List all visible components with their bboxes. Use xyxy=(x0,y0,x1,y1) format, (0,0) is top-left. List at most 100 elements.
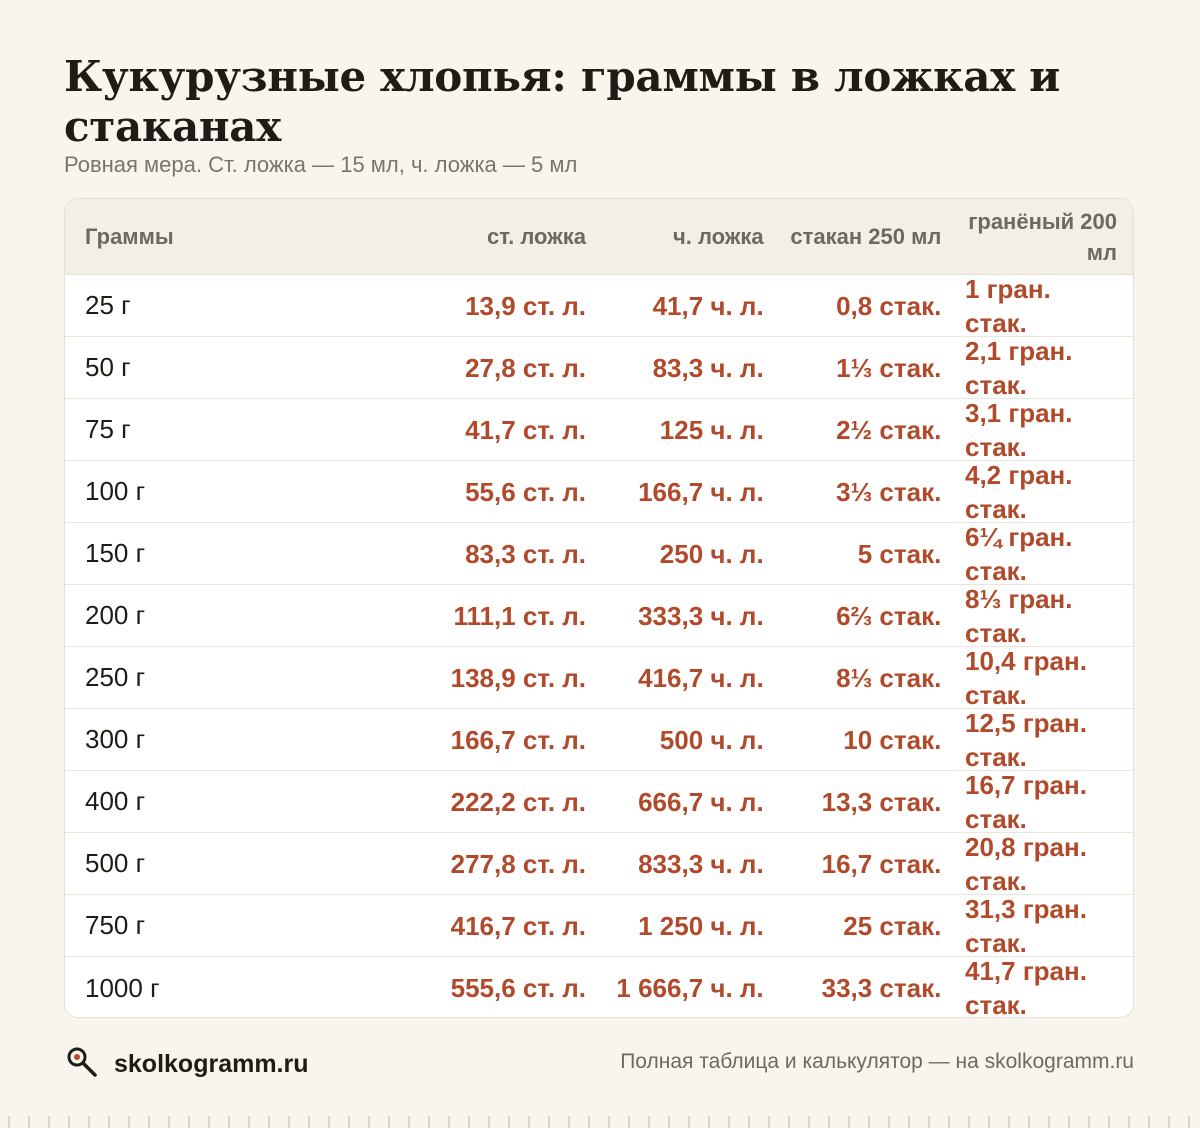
cell-tablespoon: 555,6 ст. л. xyxy=(285,971,594,1005)
table-row: 100 г 55,6 ст. л. 166,7 ч. л. 3⅓ стак. 4,2 г… xyxy=(65,458,1133,526)
cell-faceted-glass-200: 12,5 гран. стак. xyxy=(949,706,1133,774)
cell-value: 55,6 ст. л. xyxy=(465,476,587,507)
cell-value: 16,7 стак. xyxy=(821,848,942,879)
table-row: 250 г 138,9 ст. л. 416,7 ч. л. 8⅓ стак. 10,4… xyxy=(65,644,1133,712)
cell-value-wrap: 2,1 гран. стак. xyxy=(949,334,1117,402)
cell-value-wrap: 10,4 гран. стак. xyxy=(949,644,1117,712)
cell-value-wrap: 16,7 стак. xyxy=(772,847,942,881)
cell-glass-250: 8⅓ стак. xyxy=(772,661,950,695)
cell-value-wrap: 13,9 ст. л. xyxy=(285,289,586,323)
cell-value-wrap: 12,5 гран. стак. xyxy=(949,706,1117,774)
cell-value-wrap: 833,3 ч. л. xyxy=(594,847,764,881)
cell-tablespoon: 111,1 ст. л. xyxy=(285,599,594,633)
cell-faceted-glass-200: 8⅓ гран. стак. xyxy=(949,582,1133,650)
cell-teaspoon: 166,7 ч. л. xyxy=(594,475,772,509)
cell-value-wrap: 41,7 гран. стак. xyxy=(949,954,1117,1017)
cell-value: 1⅓ стак. xyxy=(836,352,942,383)
cell-value-wrap: 41,7 ст. л. xyxy=(285,413,586,447)
header-grams: Граммы xyxy=(85,224,174,249)
cell-glass-250: 1⅓ стак. xyxy=(772,351,950,385)
cell-value-wrap: 83,3 ч. л. xyxy=(594,351,764,385)
cell-value: 166,7 ч. л. xyxy=(638,476,764,507)
table-row: 1000 г 555,6 ст. л. 1 666,7 ч. л. 33,3 стак… xyxy=(65,954,1133,1017)
table-row: 25 г 13,9 ст. л. 41,7 ч. л. 0,8 стак. 1 гран… xyxy=(65,272,1133,340)
cell-faceted-glass-200: 6¼ гран. стак. xyxy=(949,520,1133,588)
cell-teaspoon: 333,3 ч. л. xyxy=(594,599,772,633)
cell-value: 13,9 ст. л. xyxy=(465,290,587,321)
cell-tablespoon: 416,7 ст. л. xyxy=(285,909,594,943)
cell-value-wrap: 10 стак. xyxy=(772,723,942,757)
cell-faceted-glass-200: 2,1 гран. стак. xyxy=(949,334,1133,402)
cell-value-wrap: 6¼ гран. стак. xyxy=(949,520,1117,588)
cell-grams: 1000 г xyxy=(85,972,160,1003)
cell-glass-250: 0,8 стак. xyxy=(772,289,950,323)
cell-value: 25 стак. xyxy=(843,910,942,941)
footer-note: Полная таблица и калькулятор — на skolko… xyxy=(620,1050,1134,1073)
cell-value-wrap: 333,3 ч. л. xyxy=(594,599,764,633)
cell-value-wrap: 2½ стак. xyxy=(772,413,942,447)
cell-teaspoon: 125 ч. л. xyxy=(594,413,772,447)
cell-glass-250: 6⅔ стак. xyxy=(772,599,950,633)
cell-grams: 150 г xyxy=(85,538,146,568)
cell-value-wrap: 1 250 ч. л. xyxy=(594,909,764,943)
cell-value-wrap: 5 стак. xyxy=(772,537,942,571)
cell-tablespoon: 83,3 ст. л. xyxy=(285,537,594,571)
cell-value: 333,3 ч. л. xyxy=(638,600,764,631)
table-row: 500 г 277,8 ст. л. 833,3 ч. л. 16,7 стак. 20… xyxy=(65,832,1133,896)
cell-glass-250: 25 стак. xyxy=(772,909,950,943)
cell-value: 41,7 ст. л. xyxy=(465,414,587,445)
cell-value: 83,3 ст. л. xyxy=(465,538,587,569)
table-row: 200 г 111,1 ст. л. 333,3 ч. л. 6⅔ стак. 8⅓ г… xyxy=(65,582,1133,650)
cell-value: 4,2 гран. стак. xyxy=(965,459,1073,524)
cell-value-wrap: 8⅓ гран. стак. xyxy=(949,582,1117,650)
cell-glass-250: 2½ стак. xyxy=(772,413,950,447)
page-subtitle: Ровная мера. Ст. ложка — 15 мл, ч. ложка… xyxy=(64,152,578,177)
cell-glass-250: 3⅓ стак. xyxy=(772,475,950,509)
cell-tablespoon: 27,8 ст. л. xyxy=(285,351,594,385)
cell-glass-250: 33,3 стак. xyxy=(772,971,950,1005)
cell-value-wrap: 6⅔ стак. xyxy=(772,599,941,633)
cell-value: 31,3 гран. стак. xyxy=(965,893,1087,958)
cell-grams: 300 г xyxy=(85,724,146,754)
magnifier-icon xyxy=(64,1044,100,1085)
cell-value-wrap: 25 стак. xyxy=(772,909,942,943)
cell-value-wrap: 33,3 стак. xyxy=(772,971,942,1005)
cell-value: 416,7 ст. л. xyxy=(450,910,587,941)
cell-value: 1 гран. стак. xyxy=(965,273,1051,338)
cell-value: 27,8 ст. л. xyxy=(465,352,587,383)
footer-brand[interactable]: skolkogramm.ru xyxy=(64,1044,309,1085)
cell-teaspoon: 500 ч. л. xyxy=(594,723,772,757)
table-row: 75 г 41,7 ст. л. 125 ч. л. 2½ стак. 3,1 гран… xyxy=(65,398,1133,462)
ruler-decoration xyxy=(0,1112,1200,1128)
cell-value-wrap: 1 гран. стак. xyxy=(949,272,1117,340)
cell-grams: 500 г xyxy=(85,848,146,878)
cell-value: 277,8 ст. л. xyxy=(450,848,587,879)
table-body: 25 г 13,9 ст. л. 41,7 ч. л. 0,8 стак. 1 гран… xyxy=(65,272,1133,1017)
cell-value-wrap: 166,7 ст. л. xyxy=(285,723,586,757)
cell-value: 222,2 ст. л. xyxy=(450,786,587,817)
cell-value-wrap: 500 ч. л. xyxy=(594,723,764,757)
header-faceted-glass-200: гранёный 200 мл xyxy=(968,208,1117,265)
cell-faceted-glass-200: 4,2 гран. стак. xyxy=(949,458,1133,526)
cell-value: 10 стак. xyxy=(843,724,942,755)
table-row: 750 г 416,7 ст. л. 1 250 ч. л. 25 стак. 31,3… xyxy=(65,892,1133,960)
cell-value: 6¼ гран. стак. xyxy=(965,521,1073,586)
header-teaspoon: ч. ложка xyxy=(672,224,764,249)
cell-value: 41,7 ч. л. xyxy=(652,290,764,321)
cell-glass-250: 10 стак. xyxy=(772,723,950,757)
cell-value: 3⅓ стак. xyxy=(836,476,942,507)
cell-value: 166,7 ст. л. xyxy=(450,724,587,755)
cell-grams: 100 г xyxy=(85,476,146,506)
cell-value-wrap: 8⅓ стак. xyxy=(772,661,941,695)
cell-value-wrap: 416,7 ст. л. xyxy=(285,909,586,943)
cell-grams: 200 г xyxy=(85,600,146,630)
cell-faceted-glass-200: 31,3 гран. стак. xyxy=(949,892,1133,960)
cell-value-wrap: 16,7 гран. стак. xyxy=(949,768,1117,836)
cell-value: 125 ч. л. xyxy=(659,414,764,445)
cell-teaspoon: 833,3 ч. л. xyxy=(594,847,772,881)
cell-value-wrap: 31,3 гран. стак. xyxy=(949,892,1117,960)
cell-value: 833,3 ч. л. xyxy=(638,848,764,879)
cell-value: 2½ стак. xyxy=(836,414,942,445)
cell-value: 250 ч. л. xyxy=(659,538,764,569)
cell-grams: 25 г xyxy=(85,290,131,320)
